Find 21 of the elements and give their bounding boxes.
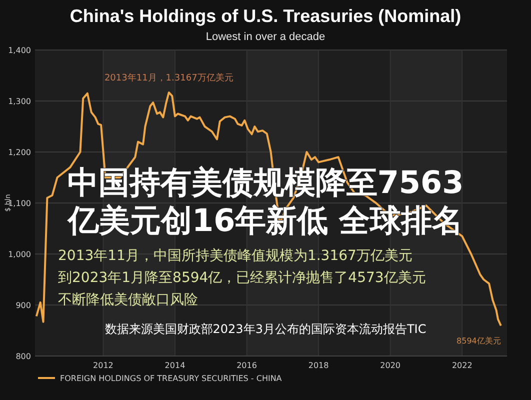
y-tick-label: 1,300 [8,97,31,106]
x-tick-label: 2016 [236,361,257,370]
y-tick-label: 800 [16,352,31,361]
y-tick-label: 900 [16,301,31,310]
y-tick-label: 1,200 [8,148,31,157]
annotation: 2013年11月，中国所持美债峰值规模为1.3167万亿美元 [58,248,412,264]
y-tick-label: 1,400 [8,46,31,55]
chart-subtitle: Lowest in over a decade [206,31,326,43]
x-tick-label: 2012 [93,361,114,370]
legend-label: FOREIGN HOLDINGS OF TREASURY SECURITIES - CHINA [60,374,282,383]
x-tick-label: 2014 [164,361,186,370]
annotation: 2013年11月，1.3167万亿美元 [104,72,234,84]
chart-title: China's Holdings of U.S. Treasuries (Nominal) [70,6,462,26]
x-tick-label: 2020 [380,361,401,370]
x-tick-label: 2022 [452,361,472,370]
x-tick-label: 2018 [308,361,329,370]
annotation: 到2023年1月降至8594亿，已经累计净抛售了4573亿美元 [58,270,426,286]
annotation: 不断降低美债敞口风险 [58,292,198,308]
y-tick-label: 1,000 [8,250,31,259]
annotation: 数据来源美国财政部2023年3月公布的国际资本流动报告TIC [104,322,426,336]
annotation: 8594亿美元 [456,336,501,346]
